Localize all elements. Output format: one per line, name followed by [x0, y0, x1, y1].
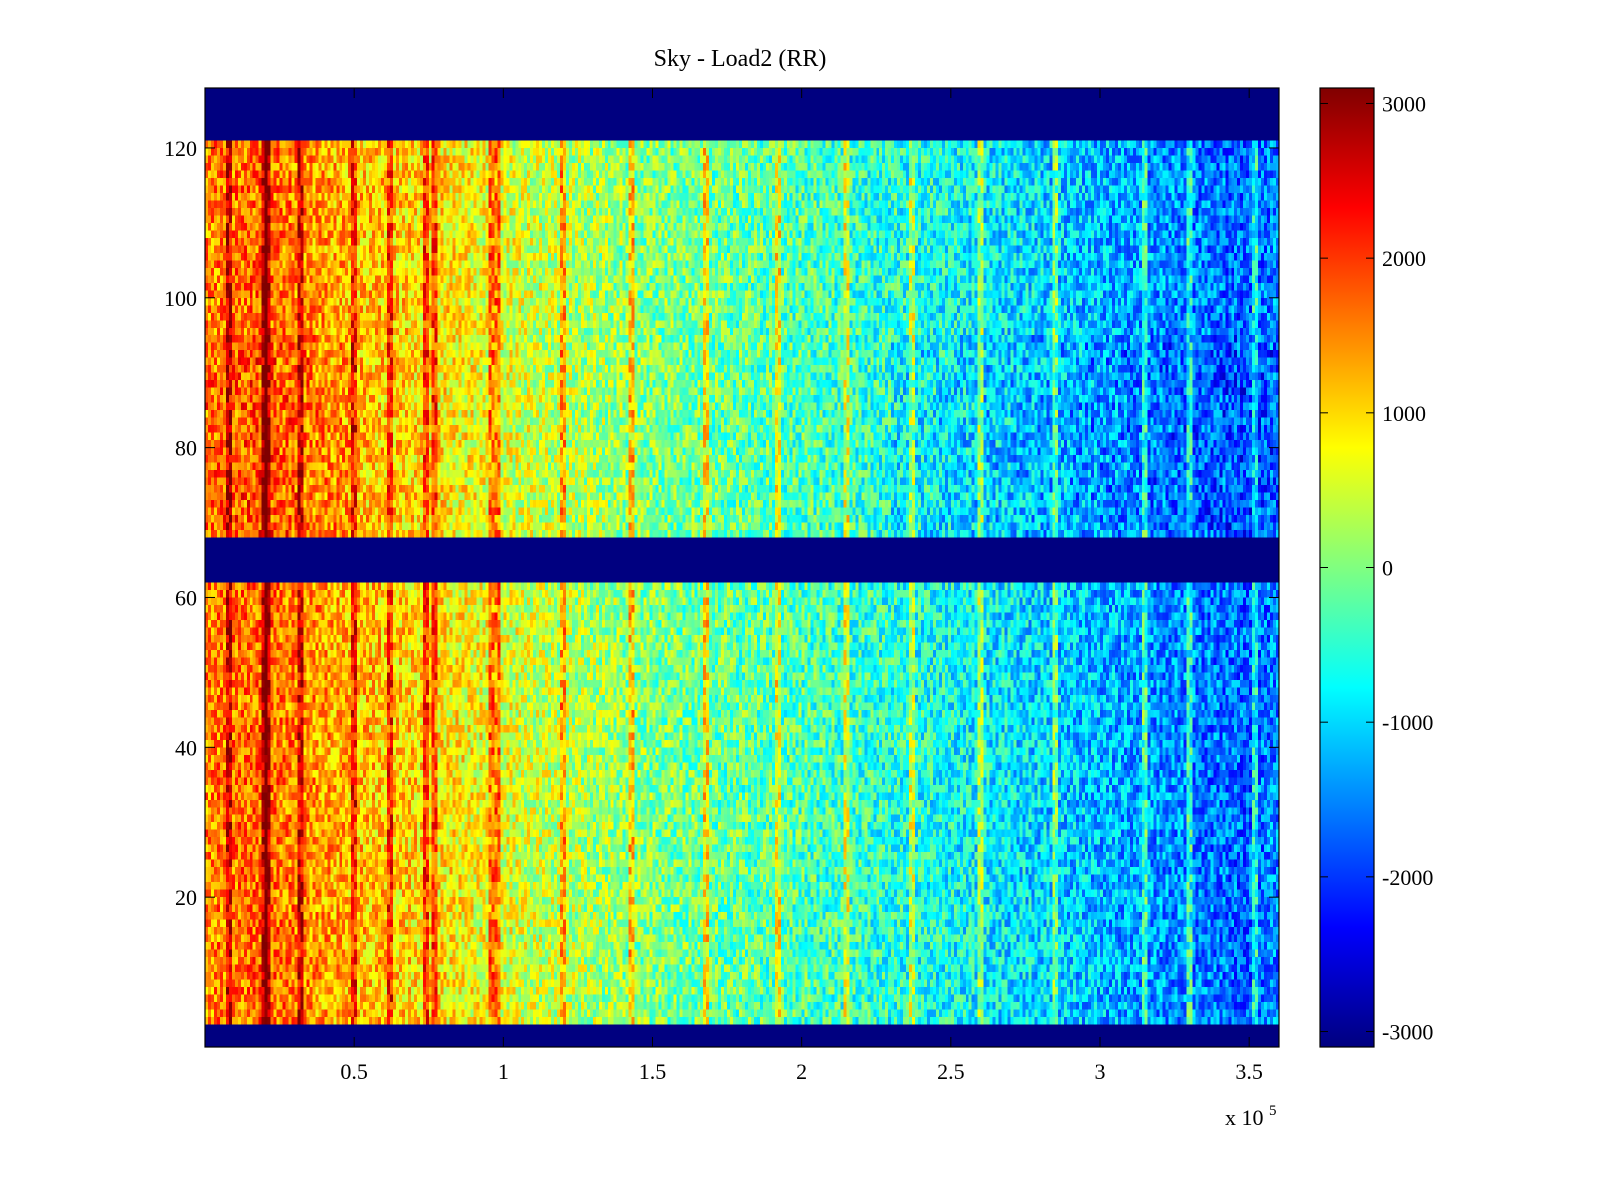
y-tick-label: 40 — [175, 735, 197, 760]
x-tick-label: 3 — [1095, 1059, 1106, 1084]
y-tick-label: 60 — [175, 585, 197, 610]
colorbar-tick-label: -2000 — [1382, 865, 1433, 890]
colorbar-tick-label: 0 — [1382, 556, 1393, 581]
y-tick-label: 20 — [175, 885, 197, 910]
x-multiplier-exponent: 5 — [1269, 1103, 1277, 1119]
y-tick-label: 100 — [164, 286, 197, 311]
colorbar: 3000 2000 1000 0 -1000 -2000 -3000 — [1319, 87, 1433, 1048]
chart-title: Sky - Load2 (RR) — [654, 46, 827, 72]
x-multiplier-label: x 10 5 — [1225, 1103, 1277, 1130]
x-tick-label: 3.5 — [1235, 1059, 1263, 1084]
x-tick-label: 1.5 — [639, 1059, 667, 1084]
heatmap-image — [205, 88, 1279, 1047]
colorbar-tick-label: 1000 — [1382, 401, 1426, 426]
y-tick-label: 80 — [175, 436, 197, 461]
colorbar-tick-label: -3000 — [1382, 1020, 1433, 1045]
x-tick-label: 2 — [796, 1059, 807, 1084]
x-tick-label: 2.5 — [937, 1059, 965, 1084]
colorbar-tick-label: 3000 — [1382, 91, 1426, 116]
colorbar-tick-label: 2000 — [1382, 246, 1426, 271]
plot-axes: 0.5 1 1.5 2 2.5 3 3.5 20 40 60 80 100 120 — [164, 87, 1280, 1084]
x-multiplier-prefix: x 10 — [1225, 1105, 1264, 1130]
x-tick-label: 1 — [498, 1059, 509, 1084]
colorbar-tick-label: -1000 — [1382, 710, 1433, 735]
x-tick-label: 0.5 — [340, 1059, 368, 1084]
y-tick-label: 120 — [164, 136, 197, 161]
plot-frame — [204, 87, 1280, 1048]
heatmap-plot-area — [205, 88, 1279, 1047]
colorbar-gradient — [1319, 87, 1375, 1048]
